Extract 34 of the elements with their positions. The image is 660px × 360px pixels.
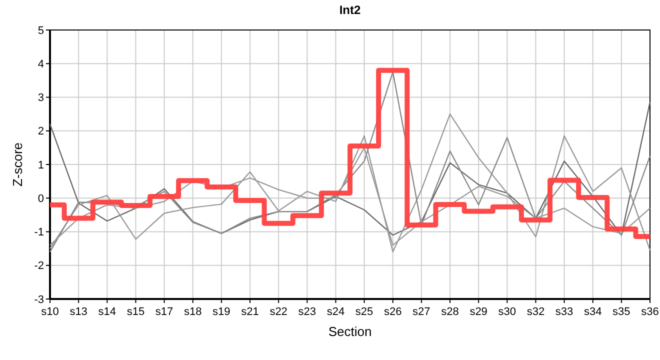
y-tick-label: 1 bbox=[38, 159, 44, 172]
x-tick-label: s27 bbox=[412, 306, 430, 318]
y-axis-title: Z-score bbox=[10, 142, 25, 187]
x-tick-label: s25 bbox=[355, 306, 374, 318]
x-tick-label: s19 bbox=[212, 306, 230, 318]
x-tick-label: s22 bbox=[270, 306, 288, 318]
y-tick-label: -1 bbox=[34, 226, 44, 239]
x-tick-label: s21 bbox=[241, 306, 259, 318]
y-tick-label: 4 bbox=[38, 58, 44, 70]
y-tick-label: 3 bbox=[38, 92, 44, 104]
x-tick-label: s32 bbox=[526, 306, 545, 318]
x-tick-label: s24 bbox=[326, 306, 345, 318]
y-tick-label: 0 bbox=[38, 192, 44, 205]
x-tick-label: s26 bbox=[384, 306, 402, 318]
x-tick-label: s17 bbox=[155, 306, 174, 318]
x-tick-label: s10 bbox=[41, 306, 59, 318]
y-tick-label: -3 bbox=[34, 294, 44, 306]
x-tick-label: s36 bbox=[641, 306, 659, 318]
x-tick-label: s14 bbox=[98, 306, 116, 318]
x-tick-label: s15 bbox=[126, 306, 145, 318]
x-tick-label: s23 bbox=[298, 306, 316, 318]
x-tick-label: s18 bbox=[184, 306, 202, 318]
x-tick-label: s34 bbox=[584, 306, 602, 318]
x-tick-label: s35 bbox=[612, 306, 630, 318]
x-tick-label: s30 bbox=[498, 306, 516, 318]
x-tick-label: s29 bbox=[470, 306, 488, 318]
x-tick-label: s33 bbox=[555, 306, 574, 318]
y-tick-label: 5 bbox=[38, 24, 44, 37]
x-axis-title: Section bbox=[328, 324, 372, 339]
chart-title: Int2 bbox=[339, 3, 361, 17]
y-tick-label: 2 bbox=[38, 126, 44, 138]
y-tick-label: -2 bbox=[34, 260, 44, 272]
x-tick-label: s13 bbox=[70, 306, 88, 318]
x-tick-label: s28 bbox=[441, 306, 459, 318]
